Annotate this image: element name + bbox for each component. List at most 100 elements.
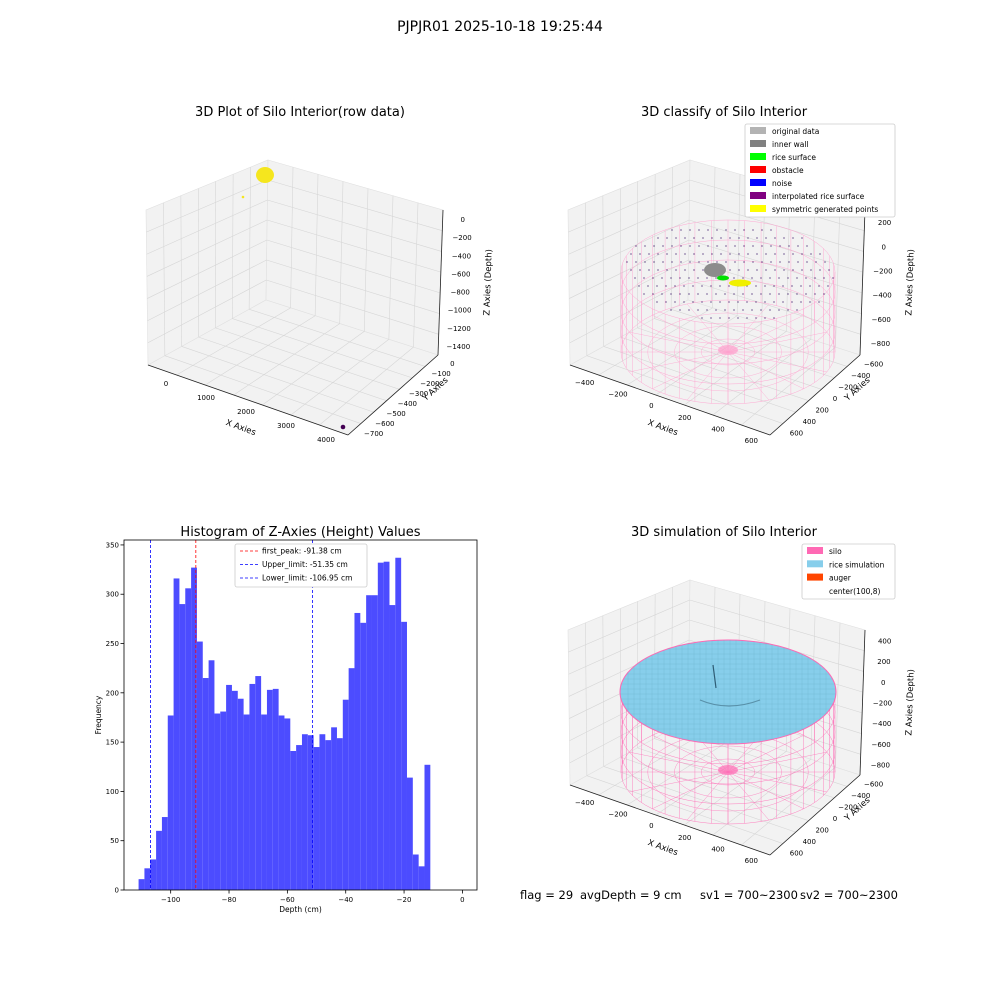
interpolated-surface-point [666,269,668,271]
grid-line [585,202,588,356]
histogram-bar [325,740,332,890]
x-tick-label: −200 [608,811,627,819]
interpolated-surface-point [635,245,637,247]
y-tick-label: −600 [864,781,883,789]
histogram-bar [150,859,157,890]
histogram-bar [348,668,355,890]
interpolated-surface-point [725,261,727,263]
interpolated-surface-point [764,301,766,303]
interpolated-surface-point [823,293,825,295]
grid-line [164,355,361,424]
y-tick-label: 200 [815,406,828,414]
interpolated-surface-point [796,293,798,295]
interpolated-surface-point [787,309,789,311]
grid-line [180,195,183,347]
legend-frame [234,543,368,588]
z-tick-label: −800 [871,340,890,348]
interpolated-surface-point [734,245,736,247]
grid-line [670,167,673,310]
interpolated-surface-point [698,245,700,247]
grid-line [598,307,713,376]
legend-label: auger [829,574,852,583]
histogram-bar [401,621,407,890]
interpolated-surface-point [783,269,785,271]
grid-line [568,619,690,675]
interpolated-surface-point [665,301,667,303]
legend-frame [744,123,896,218]
inner-wall-cluster [704,263,726,277]
legend: silo rice simulation auger center(100,8) [801,543,896,600]
interpolated-surface-point [819,269,821,271]
histogram-bar [395,557,402,890]
histogram-bar [424,764,431,890]
histogram-bar [138,879,145,890]
histogram-bar [360,622,367,890]
interpolated-surface-point [728,317,730,319]
grid-line [810,195,816,340]
legend-label: noise [772,179,792,188]
interpolated-surface-point [675,237,677,239]
z-tick-label: −600 [871,741,890,749]
interpolated-surface-point [683,301,685,303]
grid-line [586,355,783,424]
legend-label: original data [772,127,819,136]
grid-line [620,336,809,401]
legend-label: obstacle [772,166,804,175]
histogram-bar [331,727,337,890]
interpolated-surface-point [764,317,766,319]
interpolated-surface-point [760,309,762,311]
interpolated-surface-point [679,277,681,279]
y-tick-label: 200 [815,826,828,834]
silo-center-mark [718,345,738,355]
interpolated-surface-point [661,277,663,279]
legend-swatch [750,166,766,173]
grid-line [741,766,836,846]
interpolated-surface-point [788,261,790,263]
interpolated-surface-point [693,253,695,255]
x-tick-label: 3000 [277,422,295,430]
silo-wire-inner-ring [674,325,782,379]
histogram-bar [342,699,349,890]
histogram-bar [185,588,192,890]
interpolated-surface-point [770,229,772,231]
interpolated-surface-point [746,301,748,303]
y-tick-label: 600 [790,429,803,437]
x-tick-label: 4000 [317,436,335,444]
y-tick-label: −400 [398,400,417,408]
grid-line [363,188,369,332]
interpolated-surface-point [657,253,659,255]
classify-3d-plot: 3D classify of Silo Interior−400−2000200… [567,105,917,445]
interpolated-surface-point [719,285,721,287]
interpolated-surface-point [818,301,820,303]
grid-line [267,219,441,273]
interpolated-surface-point [719,301,721,303]
x-tick-label: 600 [745,857,758,865]
interpolated-surface-point [818,285,820,287]
interpolated-surface-point [680,261,682,263]
histogram-bar [191,567,197,890]
interpolated-surface-point [644,245,646,247]
legend-frame [801,543,896,600]
z-axis-label: Z Axies (Depth) [482,249,494,316]
interpolated-surface-point [630,269,632,271]
y-tick-label: −500 [387,410,406,418]
grid-line [267,199,442,252]
x-tick-label: 0 [649,822,653,830]
y-axis-line [769,354,861,436]
y-tick-label: 400 [803,838,816,846]
interpolated-surface-point [773,317,775,319]
histogram-bar [301,734,308,890]
panel-title: 3D Plot of Silo Interior(row data) [195,105,405,120]
interpolated-surface-point [692,285,694,287]
interpolated-surface-point [782,285,784,287]
y-tick-label: 600 [790,849,803,857]
grid-line [569,259,689,321]
interpolated-surface-point [800,301,802,303]
legend: original data inner wall rice surface obsta… [744,123,896,218]
interpolated-surface-point [728,285,730,287]
z-tick-label: −1400 [446,343,470,351]
interpolated-surface-point [751,277,753,279]
interpolated-surface-point [815,261,817,263]
x-tick-label: −60 [280,896,295,904]
interpolated-surface-point [716,261,718,263]
